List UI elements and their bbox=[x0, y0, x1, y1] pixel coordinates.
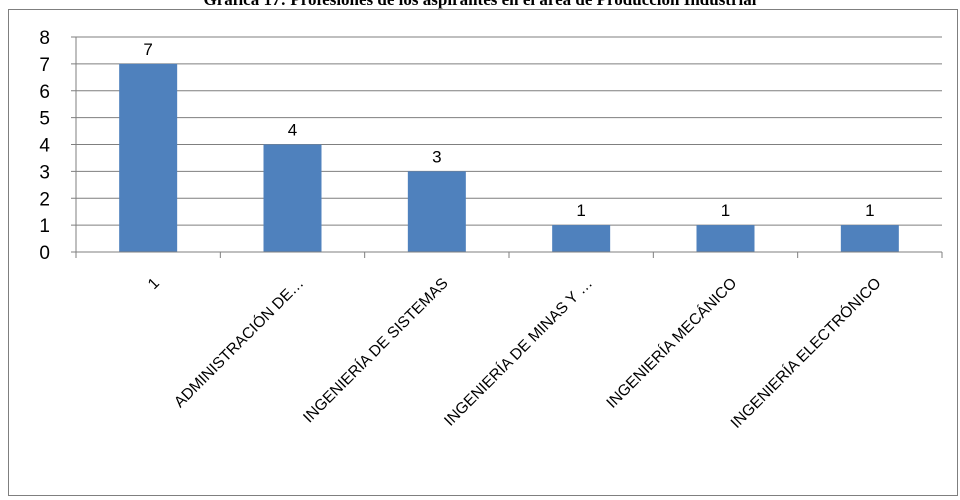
data-label: 7 bbox=[143, 40, 152, 59]
y-tick-label: 8 bbox=[39, 28, 50, 49]
data-label: 1 bbox=[865, 201, 874, 220]
y-tick-label: 2 bbox=[39, 189, 50, 210]
y-tick-label: 7 bbox=[39, 55, 50, 76]
y-tick-label: 3 bbox=[39, 162, 50, 183]
category-label: 1 bbox=[145, 275, 163, 293]
y-tick-label: 5 bbox=[39, 109, 50, 130]
chart-frame bbox=[8, 9, 958, 496]
bar bbox=[840, 225, 899, 252]
y-tick-label: 0 bbox=[39, 243, 50, 264]
category-label: ADMINISTRACIÓN DE… bbox=[171, 275, 307, 411]
bar bbox=[552, 225, 611, 252]
bar bbox=[407, 171, 466, 252]
data-label: 1 bbox=[721, 201, 730, 220]
bar bbox=[263, 144, 322, 252]
data-label: 4 bbox=[288, 121, 297, 140]
category-label: INGENIERÍA DE MINAS Y … bbox=[441, 275, 596, 430]
axes bbox=[71, 36, 943, 258]
y-tick-label: 1 bbox=[39, 216, 50, 237]
y-tick-label: 6 bbox=[39, 82, 50, 103]
category-label: INGENIERÍA MECÁNICO bbox=[603, 275, 740, 412]
gridlines bbox=[76, 36, 942, 226]
category-label: INGENIERÍA ELECTRÓNICO bbox=[728, 275, 885, 432]
category-label: INGENIERÍA DE SISTEMAS bbox=[300, 275, 451, 426]
data-label: 3 bbox=[432, 147, 441, 166]
bar bbox=[696, 225, 755, 252]
chart-title: Gráfica 17: Profesiones de los aspirante… bbox=[0, 0, 960, 11]
y-tick-label: 4 bbox=[39, 136, 50, 157]
data-label: 1 bbox=[576, 201, 585, 220]
bar bbox=[119, 63, 178, 252]
bars bbox=[119, 63, 899, 252]
